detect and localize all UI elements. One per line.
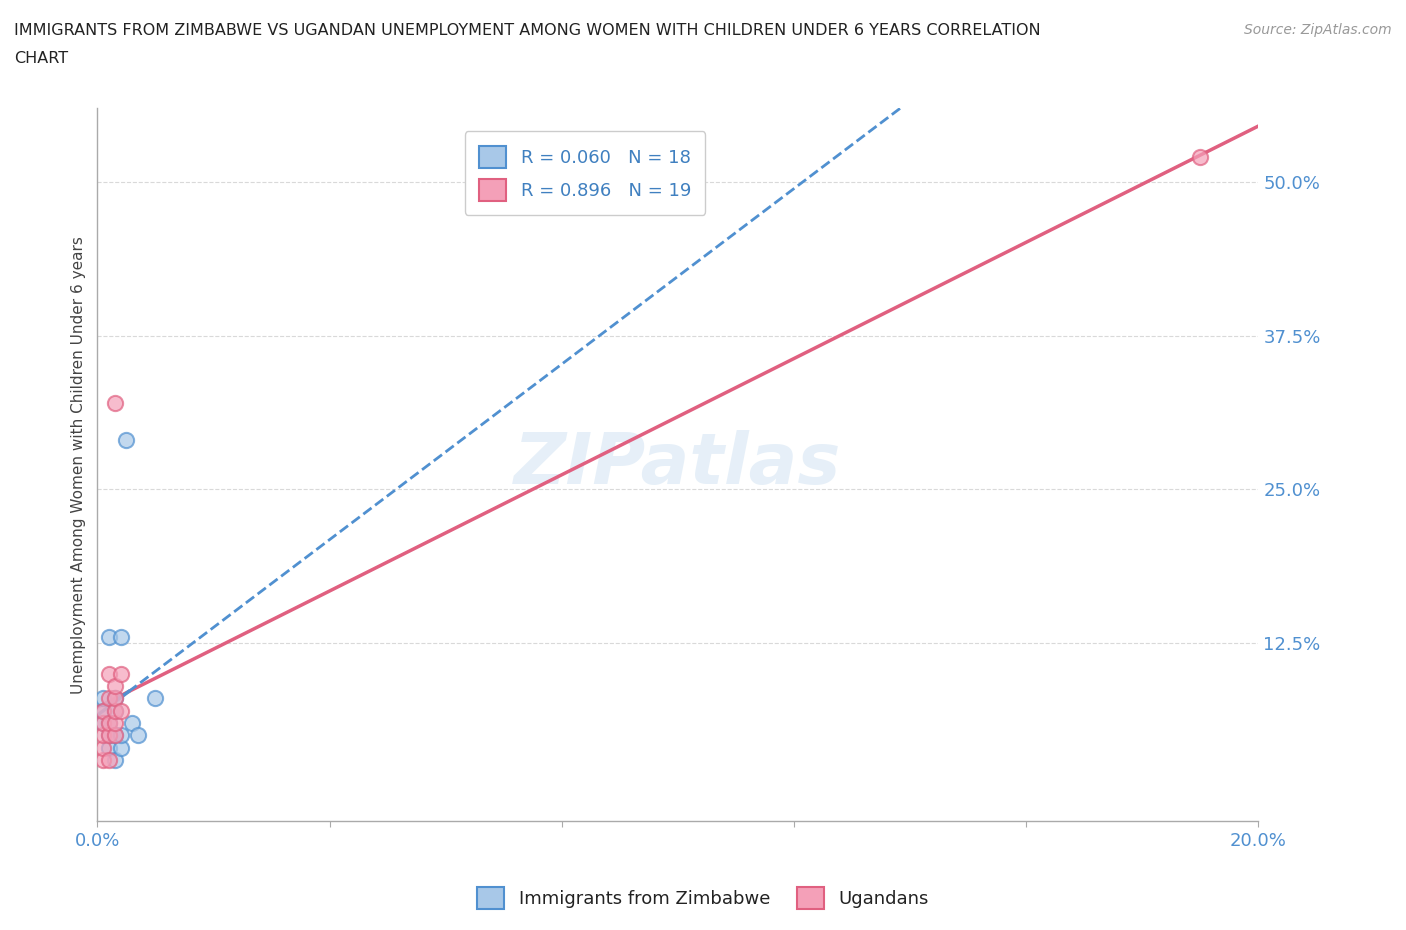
Text: ZIPatlas: ZIPatlas (515, 431, 842, 499)
Point (104, 703, 127, 718)
Point (127, 728, 149, 743)
Point (91, 740, 114, 755)
Point (115, 432, 138, 447)
Point (104, 691, 127, 706)
Point (97, 715, 120, 730)
Point (97, 752, 120, 767)
Point (91, 691, 114, 706)
Point (91, 728, 114, 743)
Legend: Immigrants from Zimbabwe, Ugandans: Immigrants from Zimbabwe, Ugandans (470, 880, 936, 916)
Point (104, 715, 127, 730)
Point (97, 630, 120, 644)
Point (97, 691, 120, 706)
Legend: R = 0.060   N = 18, R = 0.896   N = 19: R = 0.060 N = 18, R = 0.896 N = 19 (464, 131, 706, 215)
Point (110, 728, 132, 743)
Point (104, 679, 127, 694)
Point (145, 691, 167, 706)
Point (121, 715, 143, 730)
Point (91, 752, 114, 767)
Point (97, 667, 120, 682)
Point (110, 740, 132, 755)
Point (104, 703, 127, 718)
Point (110, 667, 132, 682)
Point (104, 752, 127, 767)
Point (97, 740, 120, 755)
Point (97, 728, 120, 743)
Point (104, 728, 127, 743)
Point (104, 728, 127, 743)
Text: Source: ZipAtlas.com: Source: ZipAtlas.com (1244, 23, 1392, 37)
Point (1189, 150, 1212, 165)
Point (91, 715, 114, 730)
Text: IMMIGRANTS FROM ZIMBABWE VS UGANDAN UNEMPLOYMENT AMONG WOMEN WITH CHILDREN UNDER: IMMIGRANTS FROM ZIMBABWE VS UGANDAN UNEM… (14, 23, 1040, 38)
Point (104, 396, 127, 411)
Text: CHART: CHART (14, 51, 67, 66)
Point (91, 703, 114, 718)
Point (110, 630, 132, 644)
Y-axis label: Unemployment Among Women with Children Under 6 years: Unemployment Among Women with Children U… (72, 236, 86, 694)
Point (110, 703, 132, 718)
Point (104, 691, 127, 706)
Point (91, 703, 114, 718)
Point (97, 715, 120, 730)
Point (91, 715, 114, 730)
Point (97, 728, 120, 743)
